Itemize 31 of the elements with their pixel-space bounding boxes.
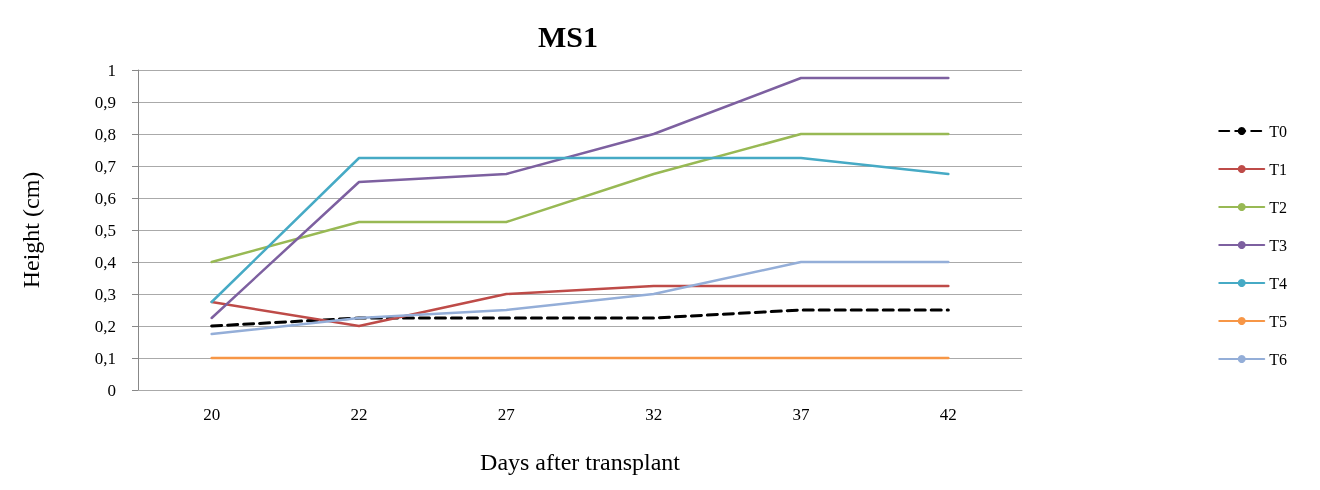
x-tick-label: 32 xyxy=(645,405,663,424)
line-series xyxy=(210,260,950,336)
y-tick-label: 0,3 xyxy=(94,284,116,304)
y-tick-label: 0,5 xyxy=(94,220,116,240)
x-axis-title: Days after transplant xyxy=(480,449,681,475)
y-tick-label: 1 xyxy=(107,60,116,80)
legend-label: T1 xyxy=(1269,160,1288,178)
legend-label: T0 xyxy=(1269,122,1288,140)
y-tick-label: 0 xyxy=(107,380,116,400)
y-tick-label: 0,1 xyxy=(94,348,116,368)
x-tick-label: 27 xyxy=(497,405,516,424)
legend-label: T5 xyxy=(1269,312,1288,330)
y-tick-label: 0,2 xyxy=(94,316,116,336)
legend-label: T6 xyxy=(1269,350,1288,368)
y-tick-label: 0,9 xyxy=(94,92,116,112)
y-tick-label: 0,6 xyxy=(94,188,116,208)
x-tick-label: 20 xyxy=(203,405,221,424)
legend-label: T4 xyxy=(1269,274,1288,292)
y-tick-label: 0,4 xyxy=(94,252,117,272)
legend-label: T2 xyxy=(1269,198,1288,216)
y-tick-label: 0,7 xyxy=(94,156,117,176)
x-tick-label: 37 xyxy=(792,405,810,424)
line-series xyxy=(210,284,950,328)
legend-label: T3 xyxy=(1269,236,1288,254)
y-tick-label: 0,8 xyxy=(94,124,116,144)
x-tick-label: 42 xyxy=(939,405,957,424)
chart-title: MS1 xyxy=(538,19,598,53)
line-series xyxy=(210,76,950,320)
y-axis-title: Height (cm) xyxy=(18,171,44,289)
x-tick-label: 22 xyxy=(350,405,368,424)
line-series xyxy=(210,132,950,264)
